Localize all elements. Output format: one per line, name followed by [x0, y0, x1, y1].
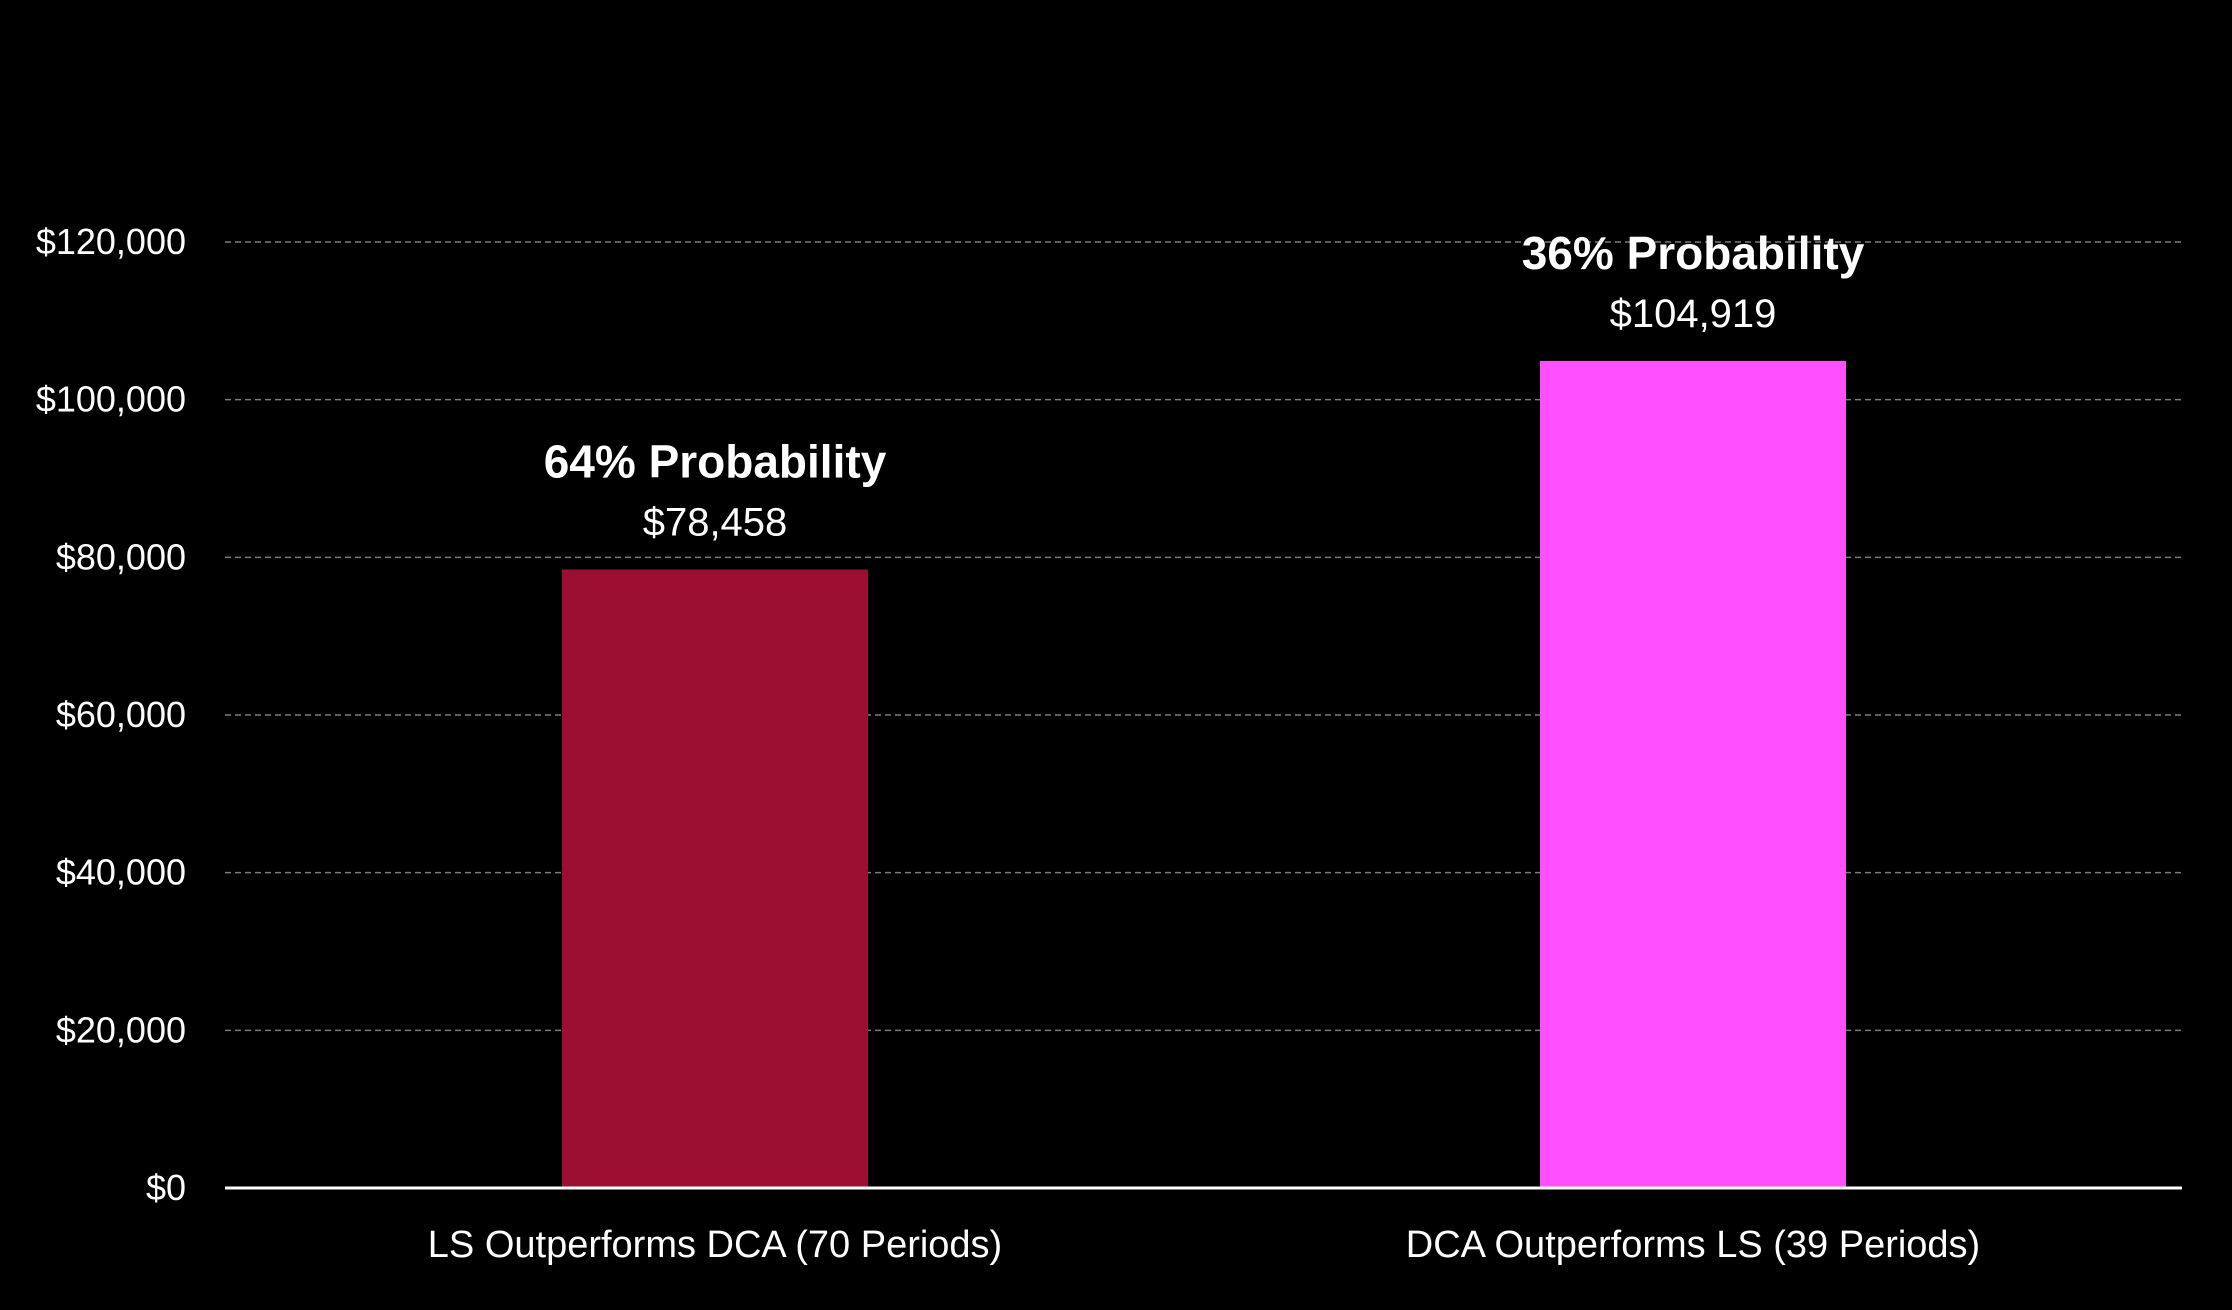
- bar: [1540, 360, 1846, 1188]
- x-axis-category-labels: LS Outperforms DCA (70 Periods) DCA Outpe…: [428, 1224, 1980, 1266]
- x-category-label: LS Outperforms DCA (70 Periods): [428, 1224, 1002, 1266]
- y-tick-label: $80,000: [56, 536, 186, 577]
- y-tick-label: $120,000: [36, 221, 186, 262]
- y-tick-label: $20,000: [56, 1009, 186, 1050]
- bar-probability-label: 36% Probability: [1522, 227, 1865, 279]
- y-tick-label: $60,000: [56, 694, 186, 735]
- y-axis-ticks: $0 $20,000 $40,000 $60,000 $80,000 $100,000 $1…: [36, 221, 186, 1208]
- bar-probability-label: 64% Probability: [544, 435, 887, 487]
- y-tick-label: $40,000: [56, 852, 186, 893]
- y-tick-label: $100,000: [36, 379, 186, 420]
- bar-value-label: $104,919: [1610, 292, 1777, 336]
- y-tick-label: $0: [146, 1167, 186, 1208]
- bar-annotations: $78,458 64% Probability $104,919 36% Probab…: [544, 227, 1865, 545]
- bar-value-label: $78,458: [643, 500, 788, 544]
- bars: [562, 360, 1846, 1188]
- gridlines: [225, 241, 2182, 1032]
- bar: [562, 569, 868, 1188]
- x-category-label: DCA Outperforms LS (39 Periods): [1406, 1224, 1980, 1266]
